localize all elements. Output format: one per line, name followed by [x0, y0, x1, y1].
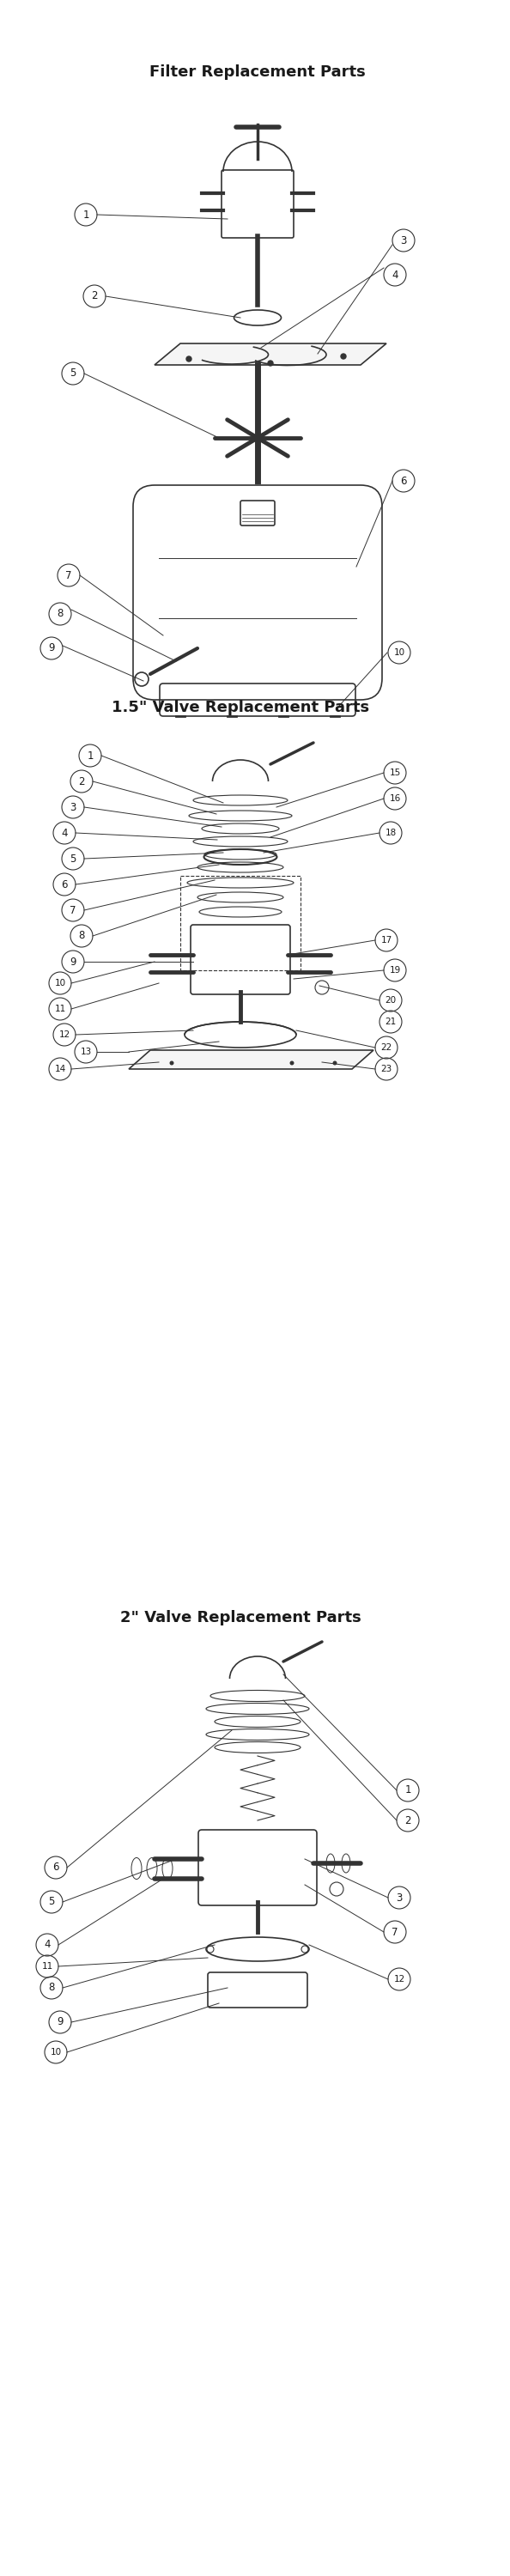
- Text: 5: 5: [70, 368, 76, 379]
- Text: Filter Replacement Parts: Filter Replacement Parts: [149, 64, 366, 80]
- Text: 20: 20: [385, 997, 396, 1005]
- Text: 9: 9: [48, 644, 55, 654]
- Text: 19: 19: [389, 966, 401, 974]
- Circle shape: [268, 361, 273, 366]
- Text: 16: 16: [389, 793, 401, 804]
- Text: 10: 10: [50, 2048, 61, 2056]
- Text: 6: 6: [400, 474, 407, 487]
- Text: 8: 8: [57, 608, 63, 621]
- Text: 2: 2: [91, 291, 97, 301]
- Text: 12: 12: [394, 1976, 405, 1984]
- Text: 3: 3: [400, 234, 406, 247]
- Circle shape: [290, 1061, 294, 1066]
- Text: 9: 9: [70, 956, 76, 969]
- Text: 11: 11: [41, 1963, 53, 1971]
- Text: 8: 8: [48, 1984, 55, 1994]
- Circle shape: [333, 1061, 337, 1066]
- Text: 1: 1: [404, 1785, 411, 1795]
- Text: 7: 7: [65, 569, 72, 582]
- Text: 1: 1: [87, 750, 93, 762]
- Text: 11: 11: [55, 1005, 66, 1012]
- Text: 10: 10: [394, 649, 405, 657]
- Text: 2: 2: [79, 775, 85, 788]
- Text: 6: 6: [61, 878, 68, 891]
- Text: 9: 9: [57, 2017, 63, 2027]
- Text: 7: 7: [392, 1927, 398, 1937]
- Text: 7: 7: [70, 904, 76, 917]
- Text: 23: 23: [380, 1064, 392, 1074]
- Polygon shape: [129, 1051, 373, 1069]
- Text: 8: 8: [79, 930, 85, 940]
- Text: 4: 4: [61, 827, 68, 840]
- Text: 5: 5: [70, 853, 76, 866]
- Circle shape: [186, 355, 191, 361]
- Text: 21: 21: [385, 1018, 396, 1025]
- Text: 18: 18: [385, 829, 396, 837]
- Polygon shape: [155, 343, 387, 366]
- Text: 1: 1: [83, 209, 89, 222]
- Text: 3: 3: [396, 1891, 402, 1904]
- Text: 6: 6: [53, 1862, 59, 1873]
- Text: 10: 10: [55, 979, 66, 987]
- Text: 17: 17: [380, 935, 392, 945]
- Text: 1.5" Valve Replacement Parts: 1.5" Valve Replacement Parts: [112, 701, 369, 716]
- Text: 5: 5: [48, 1896, 55, 1906]
- Text: 2" Valve Replacement Parts: 2" Valve Replacement Parts: [120, 1610, 361, 1625]
- Text: 2: 2: [404, 1814, 411, 1826]
- Text: 4: 4: [44, 1940, 50, 1950]
- Text: 13: 13: [80, 1048, 92, 1056]
- Text: 4: 4: [392, 270, 398, 281]
- Circle shape: [341, 353, 346, 358]
- Text: 15: 15: [389, 768, 401, 778]
- Text: 22: 22: [380, 1043, 392, 1051]
- Text: 12: 12: [59, 1030, 70, 1038]
- Circle shape: [169, 1061, 174, 1066]
- Text: 14: 14: [55, 1064, 66, 1074]
- Text: 3: 3: [70, 801, 76, 814]
